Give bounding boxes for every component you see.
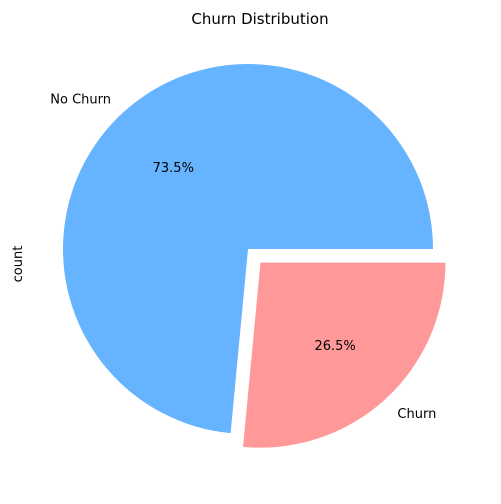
category-label: No Churn <box>50 92 111 107</box>
percent-label: 73.5% <box>153 161 194 176</box>
chart-title: Churn Distribution <box>191 10 328 28</box>
pie-slice-churn <box>243 262 446 448</box>
pie-labels: No Churn 73.5% Churn 26.5% <box>50 92 436 422</box>
pie-slices <box>63 63 446 448</box>
y-axis-label: count <box>11 246 26 283</box>
pie-slice-no-churn <box>63 63 433 434</box>
percent-label: 26.5% <box>314 339 355 354</box>
category-label: Churn <box>397 407 436 422</box>
